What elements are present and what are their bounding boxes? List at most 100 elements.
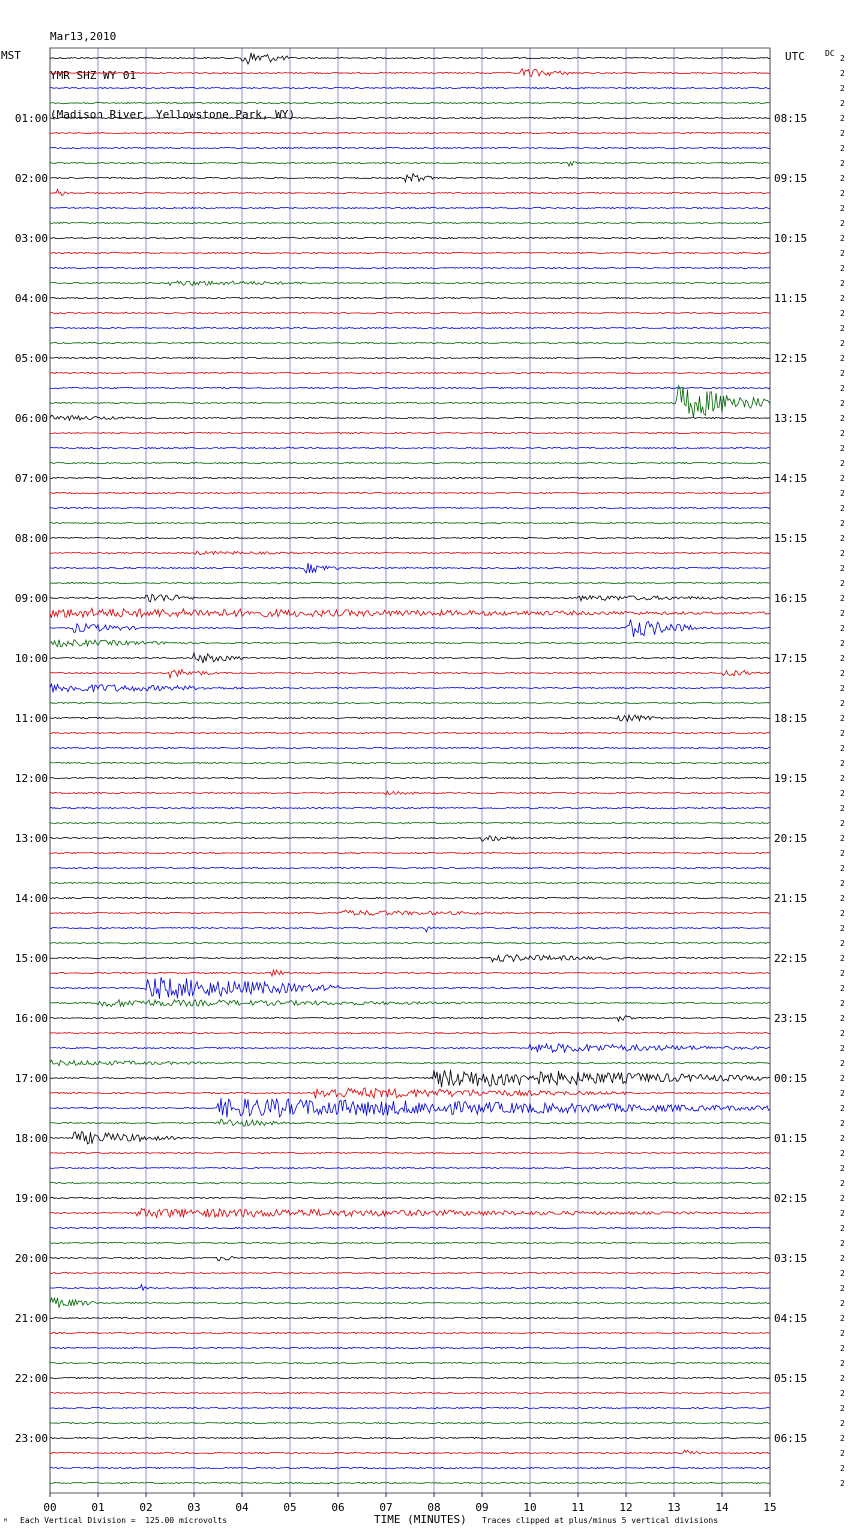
right-value-label: 2 [840,909,845,918]
trace-line [49,206,771,210]
right-value-label: 2 [840,639,845,648]
trace-line [49,1346,771,1350]
right-value-label: 2 [840,699,845,708]
trace-line [49,1059,771,1067]
trace-line [50,172,771,184]
trace-line [49,326,771,330]
right-value-label: 2 [840,594,845,603]
right-hour-label: 20:15 [774,832,807,845]
trace-line [49,1015,771,1023]
right-value-label: 2 [840,84,845,93]
right-value-label: 2 [840,849,845,858]
x-tick-label: 15 [763,1501,776,1514]
x-tick-label: 06 [331,1501,344,1514]
right-value-label: 2 [840,474,845,483]
x-tick-label: 10 [523,1501,536,1514]
left-hour-label: 12:00 [15,772,48,785]
left-hour-label: 04:00 [15,292,48,305]
left-hour-label: 17:00 [15,1072,48,1085]
right-value-label: 2 [840,924,845,933]
right-value-label: 2 [840,879,845,888]
trace-line [49,896,771,900]
trace-line [49,1130,771,1145]
right-value-label: 2 [840,1254,845,1263]
trace-line [49,1256,771,1262]
right-value-label: 2 [840,234,845,243]
trace-line [49,1241,771,1245]
right-value-label: 2 [840,549,845,558]
trace-line [49,746,771,750]
right-value-label: 2 [840,444,845,453]
trace-line [49,414,771,422]
trace-line [49,1391,771,1395]
right-value-label: 2 [840,564,845,573]
right-value-label: 2 [840,459,845,468]
trace-line [49,1361,771,1365]
right-value-label: 2 [840,954,845,963]
left-hour-label: 01:00 [15,112,48,125]
trace-line [49,1226,771,1230]
right-value-label: 2 [840,264,845,273]
trace-line [49,731,771,735]
right-value-label: 2 [840,399,845,408]
right-value-label: 2 [840,834,845,843]
right-hour-label: 06:15 [774,1432,807,1445]
trace-line [49,776,771,780]
trace-line [49,1097,771,1118]
right-hour-label: 02:15 [774,1192,807,1205]
trace-line [49,881,771,885]
trace-line [49,146,771,150]
trace-line [49,1151,771,1155]
trace-line [49,1042,771,1054]
right-value-label: 2 [840,189,845,198]
left-hour-label: 18:00 [15,1132,48,1145]
x-tick-label: 02 [139,1501,152,1514]
trace-line [49,446,771,450]
right-value-label: 2 [840,864,845,873]
trace-line [49,1087,771,1100]
right-hour-label: 19:15 [774,772,807,785]
x-tick-label: 03 [187,1501,200,1514]
x-tick-label: 08 [427,1501,440,1514]
right-value-label: 2 [840,684,845,693]
right-value-label: 2 [840,1014,845,1023]
trace-line [49,1196,771,1200]
trace-line [49,941,771,945]
trace-line [49,607,771,619]
right-value-label: 2 [840,789,845,798]
right-hour-label: 21:15 [774,892,807,905]
header-date: Mar13,2010 [50,30,117,43]
dc-label: DC [825,49,835,58]
footer-scale: Each Vertical Division = 125.00 microvol… [20,1516,228,1525]
plot-frame [49,47,771,1494]
right-hour-label: 23:15 [774,1012,807,1025]
trace-line [49,926,771,933]
right-hour-label: 03:15 [774,1252,807,1265]
trace-line [49,619,771,638]
right-hour-label: 22:15 [774,952,807,965]
x-tick-label: 14 [715,1501,729,1514]
right-value-label: 2 [840,1434,845,1443]
right-value-label: 2 [840,174,845,183]
right-value-label: 2 [840,984,845,993]
right-value-label: 2 [840,144,845,153]
trace-line [49,476,771,480]
right-value-label: 2 [840,159,845,168]
right-value-label: 2 [840,1404,845,1413]
right-value-label: 2 [840,1059,845,1068]
trace-line [49,116,771,120]
trace-line [49,341,771,345]
trace-line [49,1181,771,1185]
trace-line [49,866,770,870]
left-hour-label: 05:00 [15,352,48,365]
right-value-label: 2 [840,99,845,108]
right-hour-label: 08:15 [774,112,807,125]
right-hour-label: 14:15 [774,472,807,485]
right-value-label: 2 [840,1344,845,1353]
left-hour-label: 23:00 [15,1432,48,1445]
right-value-label: 2 [840,1089,845,1098]
trace-line [49,280,771,287]
right-value-label: 2 [840,1389,845,1398]
right-zone-label: UTC [785,50,805,63]
trace-line [49,851,771,855]
